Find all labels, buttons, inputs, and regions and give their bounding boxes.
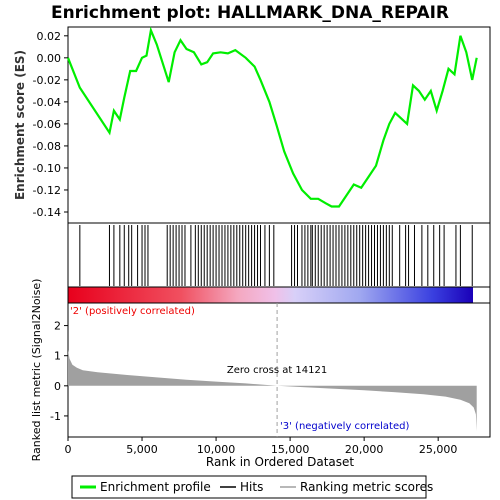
legend-enrichment-label: Enrichment profile — [100, 480, 211, 494]
es-y-tick-label: -0.12 — [33, 184, 61, 197]
es-y-tick-label: -0.08 — [33, 140, 61, 153]
es-y-tick-label: 0.02 — [37, 30, 62, 43]
x-tick-label: 5,000 — [126, 443, 158, 456]
es-y-tick-label: -0.14 — [33, 206, 61, 219]
metric-y-tick-label: 0 — [54, 380, 61, 393]
hits-markers — [79, 225, 473, 286]
x-tick-label: 20,000 — [345, 443, 384, 456]
metric-y-tick-label: 1 — [54, 350, 61, 363]
x-tick-label: 25,000 — [419, 443, 458, 456]
hits-panel-frame — [67, 222, 491, 288]
rank-color-bar — [68, 287, 473, 303]
x-axis: 0 5,000 10,000 15,000 20,000 25,000 — [65, 437, 458, 456]
metric-y-tick-label: -1 — [50, 410, 61, 423]
es-y-tick-label: 0.00 — [37, 52, 62, 65]
es-y-axis-label: Enrichment score (ES) — [13, 50, 27, 200]
es-y-tick-label: -0.06 — [33, 118, 61, 131]
positive-correlation-label: '2' (positively correlated) — [70, 306, 195, 317]
metric-y-tick-label: 2 — [54, 320, 61, 333]
x-tick-label: 15,000 — [271, 443, 310, 456]
chart-title: Enrichment plot: HALLMARK_DNA_REPAIR — [51, 3, 449, 23]
x-tick-label: 10,000 — [197, 443, 236, 456]
enrichment-profile-line — [66, 26, 478, 208]
metric-y-axis: 2 1 0 -1 — [50, 320, 68, 423]
es-y-tick-label: -0.04 — [33, 96, 61, 109]
zero-cross-label: Zero cross at 14121 — [227, 365, 327, 376]
legend-ranking-label: Ranking metric scores — [300, 480, 433, 494]
legend-hits-label: Hits — [240, 480, 263, 494]
metric-y-axis-label: Ranked list metric (Signal2Noise) — [30, 279, 43, 462]
x-tick-label: 0 — [65, 443, 72, 456]
metric-panel-frame — [67, 302, 491, 438]
es-y-tick-label: -0.02 — [33, 74, 61, 87]
x-axis-label: Rank in Ordered Dataset — [206, 455, 354, 469]
legend-box — [71, 475, 427, 499]
es-panel-frame — [67, 26, 491, 224]
negative-correlation-label: '3' (negatively correlated) — [280, 421, 409, 432]
es-y-axis: 0.02 0.00 -0.02 -0.04 -0.06 -0.08 -0.10 -0.12 -0… — [33, 30, 68, 219]
ranking-metric-area — [68, 349, 477, 431]
es-y-tick-label: -0.10 — [33, 162, 61, 175]
